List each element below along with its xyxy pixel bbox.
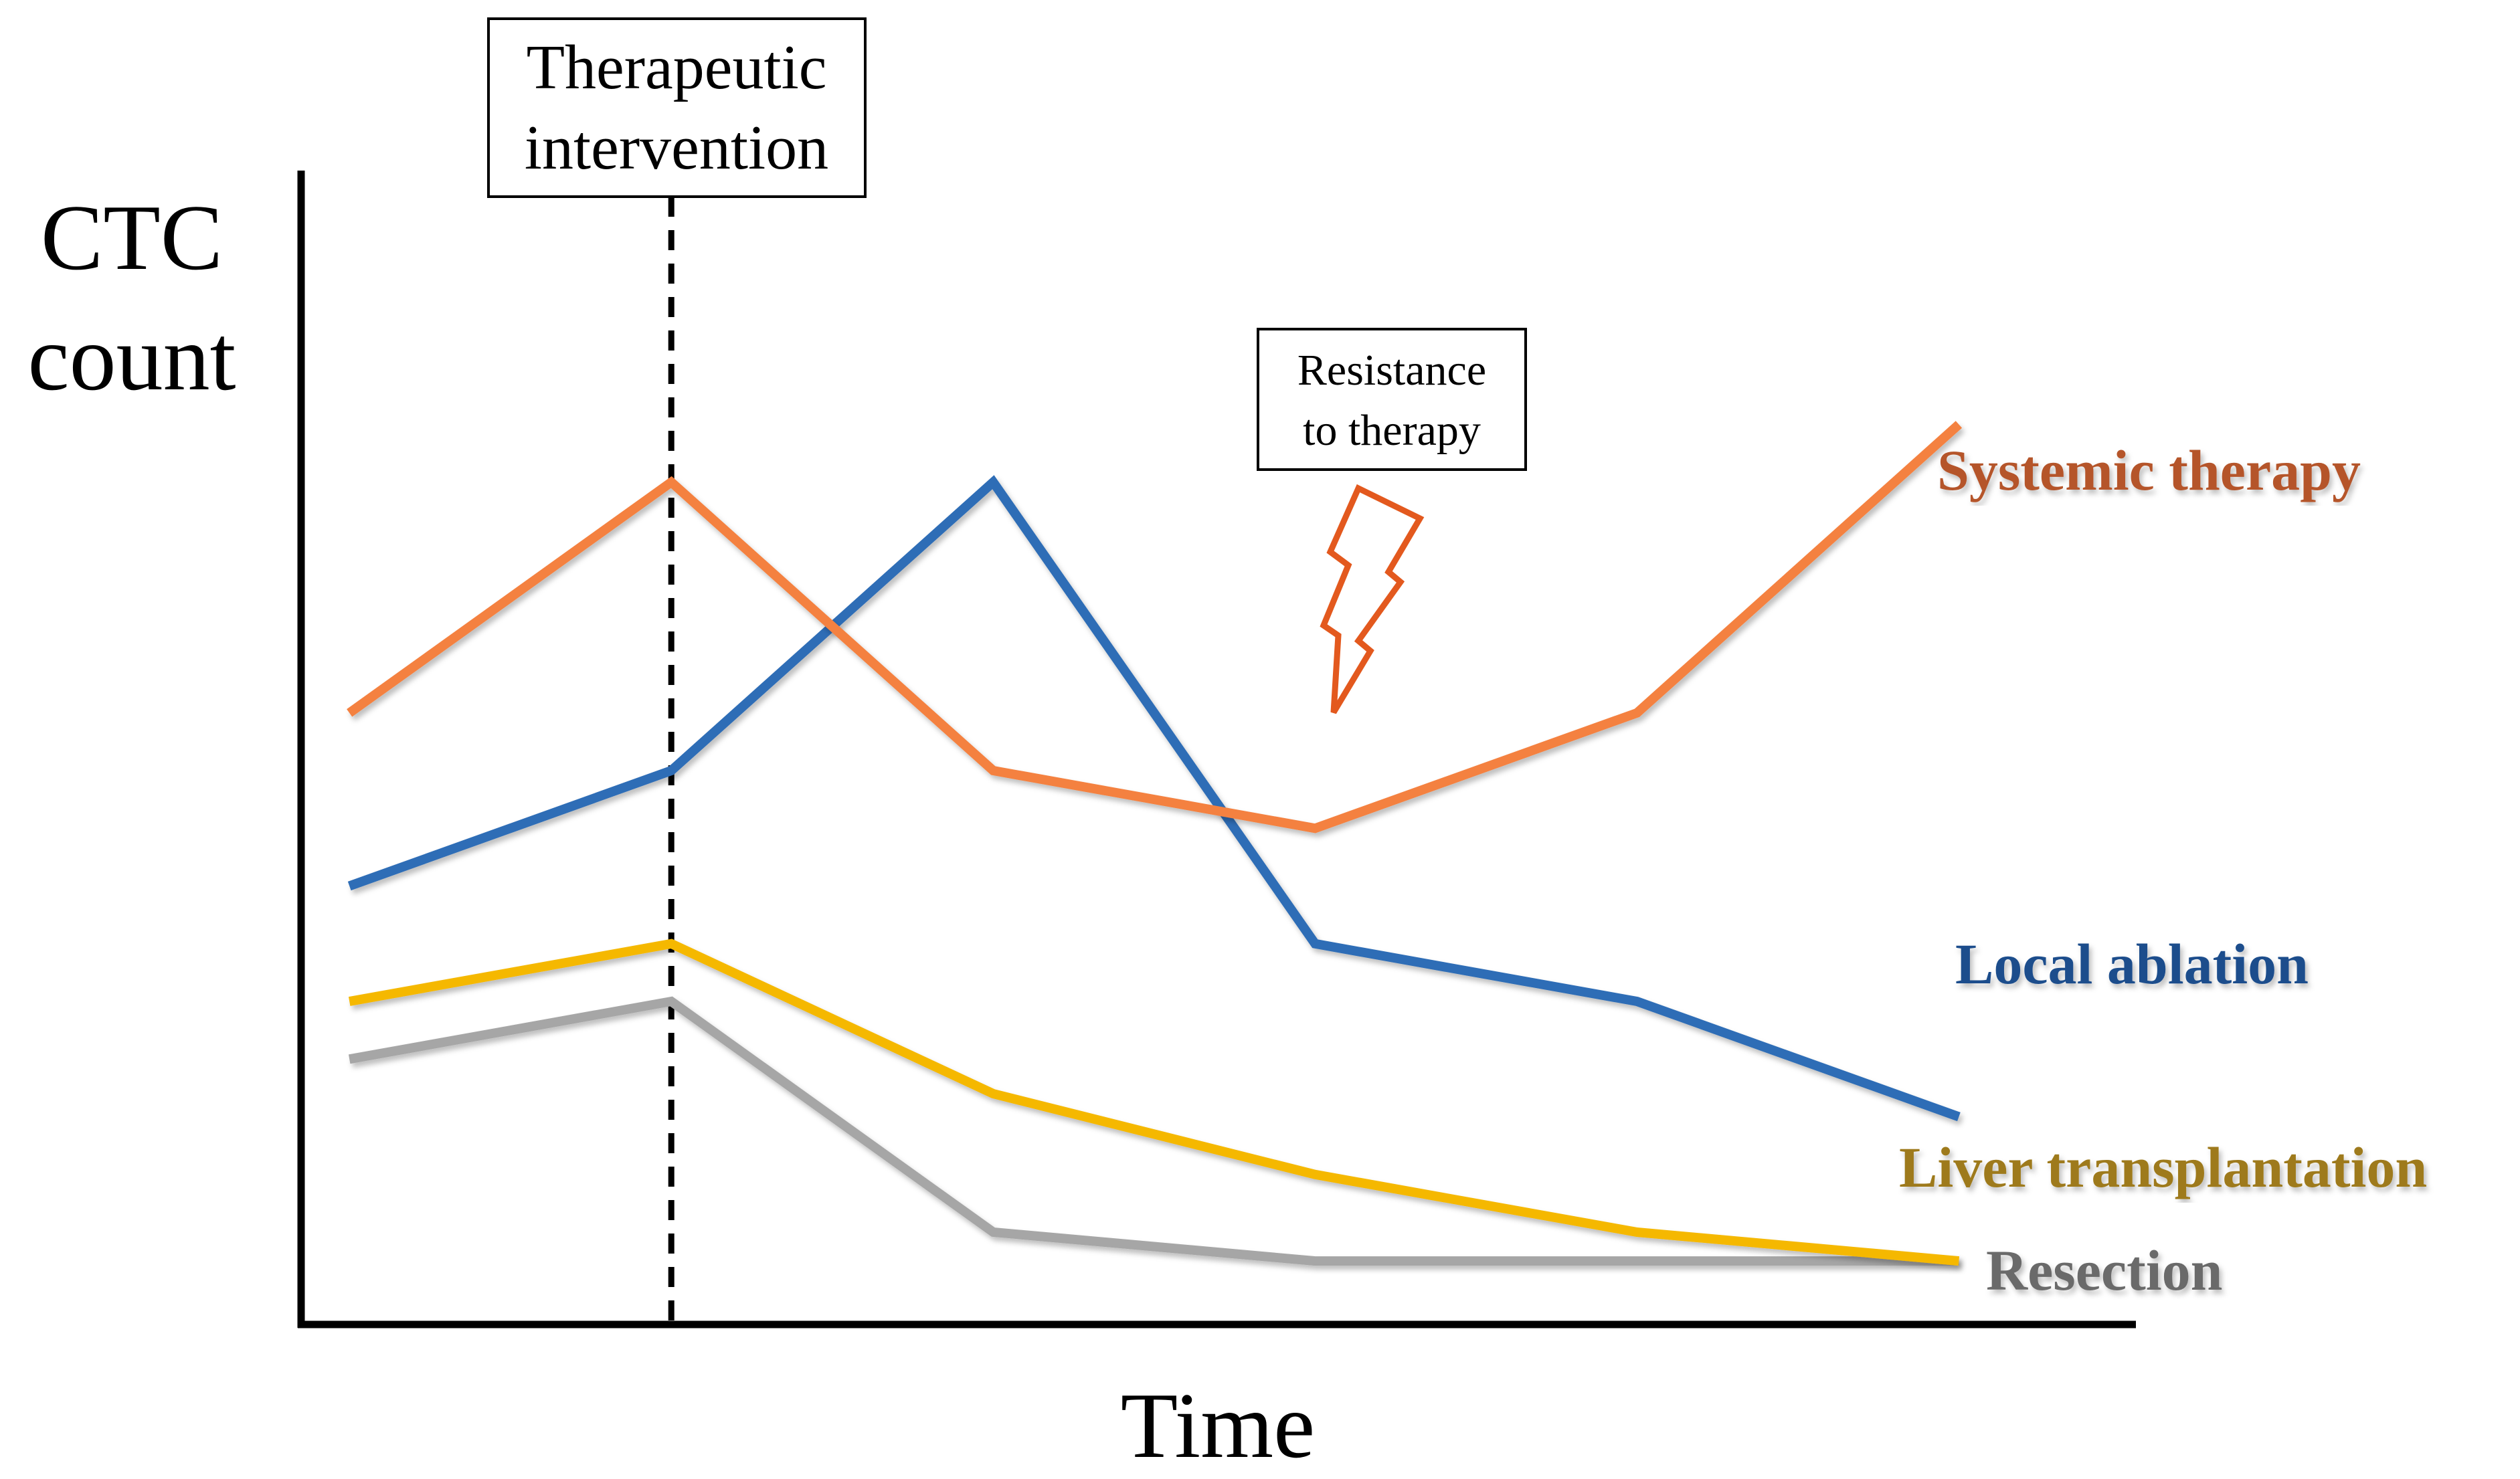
resistance-box bbox=[1257, 328, 1527, 471]
resistance-annotation: Resistance to therapy bbox=[1257, 328, 1527, 714]
series-label-transplant: Liver transplantation bbox=[1899, 1135, 2427, 1199]
resistance-label-line1: Resistance bbox=[1297, 346, 1486, 395]
series-layer bbox=[347, 421, 1963, 1266]
series-label-ablation: Local ablation bbox=[1955, 932, 2309, 996]
y-axis-label-line2: count bbox=[27, 306, 236, 410]
lightning-bolt-icon bbox=[1320, 484, 1425, 714]
series-line-systemic bbox=[347, 421, 1963, 833]
intervention-annotation: Therapeutic intervention bbox=[487, 17, 867, 198]
resistance-label-line2: to therapy bbox=[1303, 406, 1481, 455]
intervention-label-line2: intervention bbox=[525, 113, 828, 183]
y-axis-label-line1: CTC bbox=[41, 186, 223, 290]
intervention-label-line1: Therapeutic bbox=[527, 33, 827, 102]
series-line-resection bbox=[348, 996, 1959, 1266]
x-axis-label: Time bbox=[1121, 1374, 1316, 1478]
series-line-transplant bbox=[348, 939, 1960, 1266]
series-label-systemic: Systemic therapy bbox=[1937, 438, 2361, 502]
series-label-resection: Resection bbox=[1986, 1238, 2222, 1302]
series-line-ablation bbox=[347, 475, 1961, 1122]
intervention-box bbox=[487, 17, 867, 198]
